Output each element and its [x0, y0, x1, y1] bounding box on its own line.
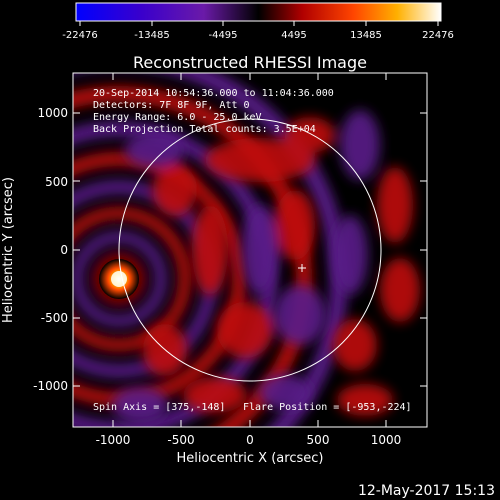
- plot-title: Reconstructed RHESSI Image: [133, 53, 367, 72]
- y-tick-label: -1000: [33, 379, 68, 393]
- y-tick-label: 0: [60, 243, 68, 257]
- colorbar: [75, 2, 442, 22]
- y-tick-label: 1000: [37, 106, 68, 120]
- y-axis-ticks: [73, 112, 427, 387]
- x-tick-label: 500: [307, 433, 330, 447]
- info-line: Energy Range: 6.0 - 25.0 keV: [93, 112, 262, 123]
- info-line: Detectors: 7F 8F 9F, Att 0: [93, 100, 250, 111]
- colorbar-tick-label: 4495: [281, 30, 306, 41]
- solar-limb: [118, 118, 382, 382]
- y-axis-label: Heliocentric Y (arcsec): [1, 177, 16, 323]
- x-axis-ticks: [112, 73, 387, 427]
- x-tick-label: -500: [167, 433, 194, 447]
- colorbar-tick-label: -4495: [208, 30, 237, 41]
- colorbar-ticks: -22476 -13485 -4495 4495 13485 22476: [62, 21, 454, 41]
- y-tick-label: 500: [45, 175, 68, 189]
- x-tick-label: 1000: [371, 433, 402, 447]
- spin-axis-marker: [298, 264, 306, 272]
- colorbar-tick-label: -13485: [134, 30, 169, 41]
- heatmap: [73, 73, 427, 427]
- info-line: 20-Sep-2014 10:54:36.000 to 11:04:36.000: [93, 88, 334, 99]
- colorbar-tick-label: 13485: [350, 30, 382, 41]
- x-axis-label: Heliocentric X (arcsec): [177, 451, 324, 466]
- timestamp: 12-May-2017 15:13: [358, 483, 495, 499]
- x-tick-label: -1000: [96, 433, 131, 447]
- colorbar-tick-label: -22476: [62, 30, 97, 41]
- colorbar-tick-label: 22476: [422, 30, 454, 41]
- flare-position-label: Flare Position = [-953,-224]: [243, 402, 412, 413]
- x-tick-label: 0: [246, 433, 254, 447]
- info-line: Back Projection Total counts: 3.5E+04: [93, 124, 316, 135]
- spin-axis-label: Spin Axis = [375,-148]: [93, 402, 225, 413]
- y-tick-label: -500: [41, 311, 68, 325]
